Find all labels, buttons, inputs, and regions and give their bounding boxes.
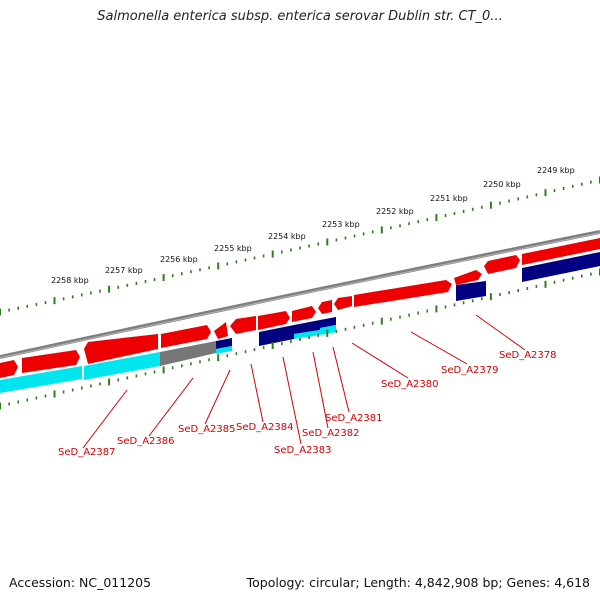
forward-gene[interactable]: [318, 300, 332, 314]
gene-label[interactable]: SeD_A2381: [325, 413, 383, 424]
reverse-gene[interactable]: [320, 317, 336, 328]
forward-gene[interactable]: [84, 334, 158, 364]
other-feature[interactable]: [160, 341, 216, 366]
gene-label[interactable]: SeD_A2383: [274, 445, 332, 456]
forward-gene[interactable]: [258, 311, 290, 330]
forward-gene[interactable]: [522, 238, 600, 265]
rna-gene[interactable]: [216, 346, 232, 354]
reverse-gene[interactable]: [216, 338, 232, 349]
gene-label[interactable]: SeD_A2380: [381, 379, 439, 390]
accession-text: Accession: NC_011205: [9, 575, 152, 590]
tick-label-2249: 2249 kbp: [537, 166, 575, 175]
gene-label[interactable]: SeD_A2387: [58, 447, 116, 458]
reverse-gene[interactable]: [259, 325, 294, 346]
gene-label[interactable]: SeD_A2382: [302, 428, 360, 439]
forward-gene[interactable]: [334, 296, 352, 310]
reverse-gene[interactable]: [522, 252, 600, 282]
tick-label-2250: 2250 kbp: [483, 180, 521, 189]
tick-label-2251: 2251 kbp: [430, 194, 468, 203]
forward-gene[interactable]: [454, 270, 482, 285]
forward-strand-track: [0, 238, 600, 378]
gene-label[interactable]: SeD_A2378: [499, 350, 557, 361]
label-leader-lines: [82, 314, 526, 449]
forward-gene[interactable]: [214, 322, 228, 339]
rna-gene[interactable]: [294, 330, 320, 339]
tick-label-2256: 2256 kbp: [160, 255, 198, 264]
tick-label-2253: 2253 kbp: [322, 220, 360, 229]
tick-label-2258: 2258 kbp: [51, 276, 89, 285]
forward-gene[interactable]: [22, 350, 80, 373]
gene-labels: SeD_A2387 SeD_A2386 SeD_A2385 SeD_A2384 …: [58, 350, 557, 458]
reverse-gene[interactable]: [456, 281, 486, 301]
outer-scale-ruler: [0, 176, 600, 316]
forward-gene[interactable]: [230, 316, 256, 334]
forward-gene[interactable]: [354, 280, 452, 307]
backbone-ring: [0, 230, 600, 359]
rna-gene[interactable]: [0, 366, 82, 393]
rna-gene[interactable]: [84, 352, 160, 380]
reverse-strand-track: [0, 252, 600, 393]
tick-label-2255: 2255 kbp: [214, 244, 252, 253]
forward-gene[interactable]: [292, 306, 316, 322]
reverse-gene[interactable]: [294, 320, 320, 334]
genome-stats-text: Topology: circular; Length: 4,842,908 bp…: [246, 575, 590, 590]
tick-label-2252: 2252 kbp: [376, 207, 414, 216]
forward-gene[interactable]: [0, 360, 18, 378]
gene-label[interactable]: SeD_A2384: [236, 422, 294, 433]
forward-gene[interactable]: [484, 255, 520, 274]
backbone-highlight: [0, 232, 600, 359]
gene-label[interactable]: SeD_A2379: [441, 365, 499, 376]
inner-scale-ruler: [0, 268, 600, 410]
scale-tick-labels: 2258 kbp 2257 kbp 2256 kbp 2255 kbp 2254…: [51, 166, 575, 285]
gene-label[interactable]: SeD_A2385: [178, 424, 236, 435]
map-title: Salmonella enterica subsp. enterica sero…: [97, 9, 503, 24]
forward-gene[interactable]: [161, 325, 211, 348]
gene-label[interactable]: SeD_A2386: [117, 436, 175, 447]
tick-label-2257: 2257 kbp: [105, 266, 143, 275]
tick-label-2254: 2254 kbp: [268, 232, 306, 241]
